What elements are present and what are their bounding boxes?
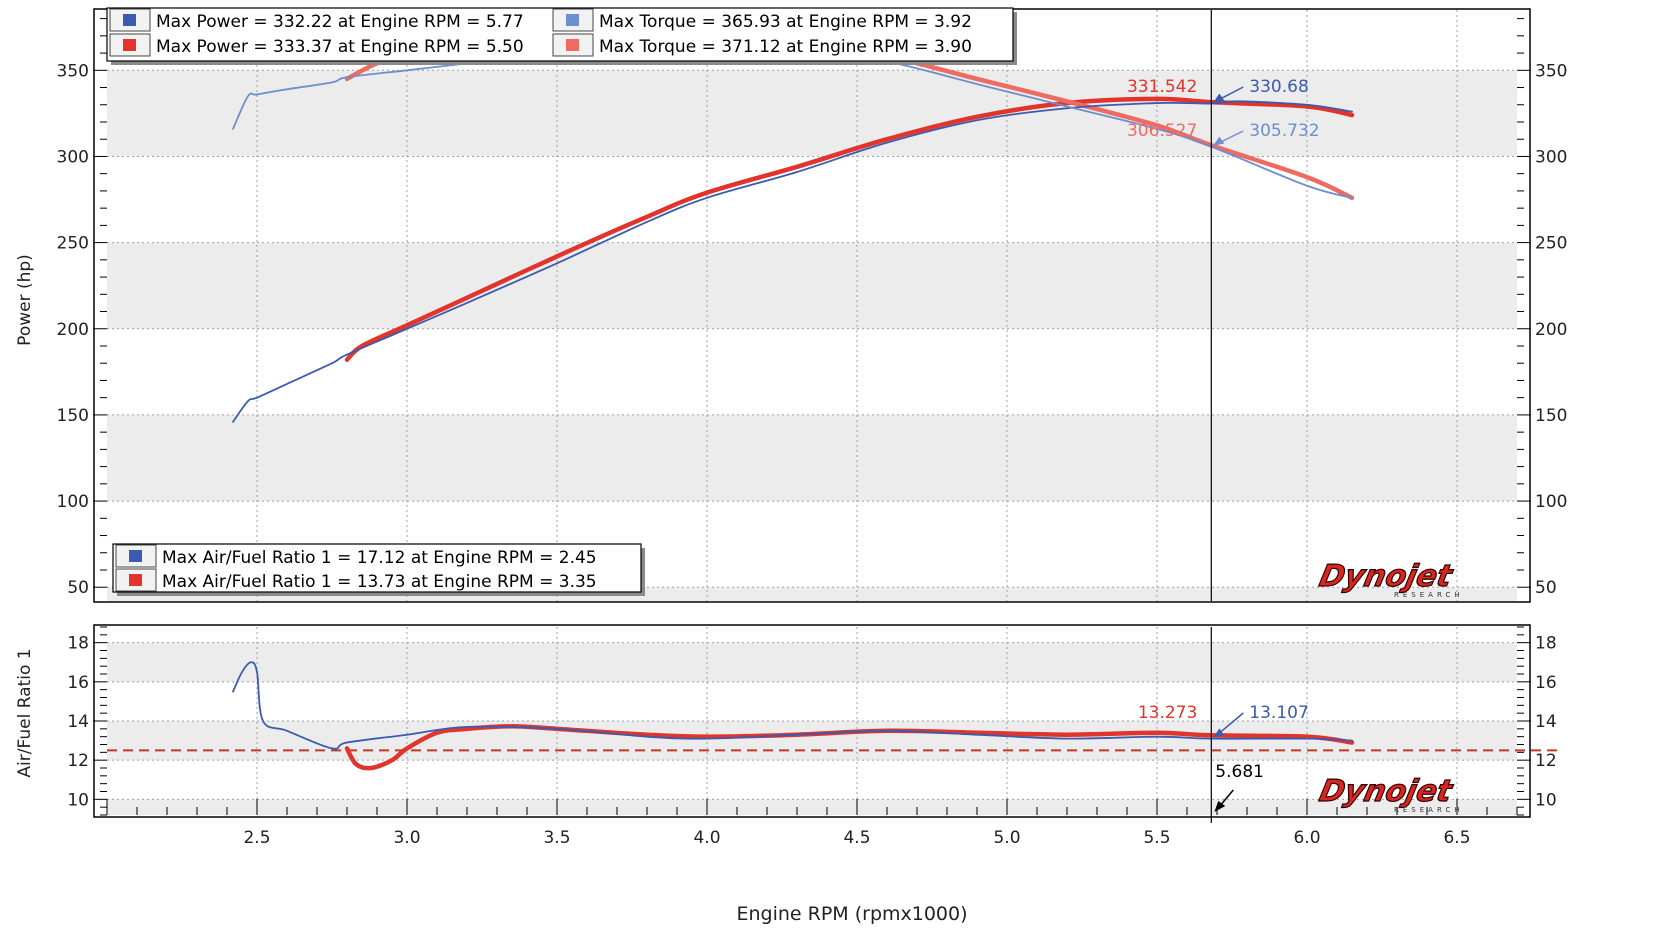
grid-band [107, 242, 1517, 329]
legend-swatch [566, 14, 579, 26]
grid-band [107, 414, 1517, 502]
y-tick-label-left: 10 [67, 790, 89, 810]
grid-band [107, 799, 1517, 815]
x-tick-label: 3.0 [393, 828, 420, 848]
y-tick-label-right: 150 [1535, 406, 1567, 426]
y-tick-label-right: 18 [1535, 634, 1557, 654]
y-tick-label-right: 300 [1535, 147, 1567, 167]
cursor-label: 13.107 [1249, 703, 1308, 723]
x-tick-label: 4.5 [843, 828, 870, 848]
cursor-label: 330.68 [1249, 77, 1308, 97]
legend-entry-label: Max Torque = 365.93 at Engine RPM = 3.92 [599, 12, 972, 32]
y-tick-label-left: 250 [57, 234, 89, 254]
legend-entry-label: Max Air/Fuel Ratio 1 = 13.73 at Engine R… [162, 572, 597, 592]
cursor-rpm-label: 5.681 [1215, 762, 1264, 782]
legend-entry-label: Max Power = 332.22 at Engine RPM = 5.77 [156, 12, 524, 32]
logo-subtext: RESEARCH [1394, 806, 1464, 814]
x-tick-label: 2.5 [243, 828, 270, 848]
air-fuel-bands [107, 642, 1517, 815]
y-tick-label-right: 12 [1535, 751, 1557, 771]
y-tick-label-left: 50 [67, 578, 89, 598]
y-tick-label-right: 250 [1535, 234, 1567, 254]
cursor-label: 305.732 [1249, 121, 1319, 141]
air-fuel-grid [107, 627, 1517, 815]
x-tick-label: 5.0 [993, 828, 1020, 848]
power-axis-title: Power (hp) [15, 254, 35, 346]
cursor-label: 306.527 [1127, 121, 1197, 141]
y-tick-label-left: 12 [67, 751, 89, 771]
y-tick-label-left: 16 [67, 673, 89, 693]
cursor-rpm-arrowhead [1214, 801, 1226, 812]
y-tick-label-left: 14 [67, 712, 89, 732]
cursor-arrowhead [1213, 93, 1225, 103]
legend-swatch [123, 14, 136, 26]
y-tick-label-right: 50 [1535, 578, 1557, 598]
y-tick-label-left: 150 [57, 406, 89, 426]
series-afr-red [344, 724, 1355, 771]
legend-entry-label: Max Air/Fuel Ratio 1 = 17.12 at Engine R… [162, 548, 597, 568]
rpm-axis-title: Engine RPM (rpmx1000) [736, 903, 967, 925]
grid-band [107, 642, 1517, 682]
air-fuel-legend [112, 543, 642, 593]
x-tick-label: 3.5 [543, 828, 570, 848]
logo-subtext: RESEARCH [1394, 591, 1464, 599]
afr-axis-title: Air/Fuel Ratio 1 [15, 648, 35, 777]
cursor-arrowhead [1213, 136, 1225, 146]
cursor-label: 331.542 [1127, 77, 1197, 97]
grid-band [107, 70, 1517, 157]
y-tick-label-left: 300 [57, 147, 89, 167]
legends: Max Power = 332.22 at Engine RPM = 5.77 M… [106, 7, 1017, 596]
air-fuel-series [232, 661, 1355, 771]
grid-band [107, 721, 1517, 761]
series-power-blue [232, 100, 1353, 423]
power-torque-bands [107, 70, 1517, 601]
y-tick-label-right: 100 [1535, 492, 1567, 512]
y-tick-label-right: 350 [1535, 61, 1567, 81]
series-afr-blue [232, 661, 1353, 750]
x-tick-label: 5.5 [1143, 828, 1170, 848]
y-tick-label-left: 100 [57, 492, 89, 512]
power-torque-ticks: 50 50 100 100 150 150 200 200 250 250 300 300 350 350 [57, 18, 1567, 598]
x-tick-label: 6.0 [1293, 828, 1320, 848]
legend-entry-label: Max Torque = 371.12 at Engine RPM = 3.90 [599, 37, 972, 57]
y-tick-label-right: 16 [1535, 673, 1557, 693]
legend-entry-label: Max Power = 333.37 at Engine RPM = 5.50 [156, 37, 524, 57]
y-tick-label-right: 14 [1535, 712, 1557, 732]
x-tick-label: 6.5 [1443, 828, 1470, 848]
air-fuel-ticks: 10 10 12 12 14 14 16 16 18 18 2.5 3.0 3.5 4.0 4.5 5.0 5.… [67, 626, 1557, 848]
logo-wordmark: Dynojet [1316, 774, 1456, 809]
cursor-label: 13.273 [1138, 703, 1197, 723]
legend-swatch [566, 39, 579, 51]
x-tick-label: 4.0 [693, 828, 720, 848]
legend-swatch [129, 550, 142, 562]
y-tick-label-right: 10 [1535, 790, 1557, 810]
y-tick-label-left: 18 [67, 634, 89, 654]
legend-swatch [123, 39, 136, 51]
y-tick-label-right: 200 [1535, 320, 1567, 340]
cursor-arrowhead [1213, 728, 1225, 738]
legend-swatch [129, 574, 142, 586]
y-tick-label-left: 350 [57, 61, 89, 81]
cursor-value-labels: 331.542 330.68 306.527 305.732 13.273 13.107 5… [1127, 77, 1320, 812]
logo-wordmark: Dynojet [1316, 559, 1456, 594]
series-power-red [344, 96, 1355, 363]
y-tick-label-left: 200 [57, 320, 89, 340]
